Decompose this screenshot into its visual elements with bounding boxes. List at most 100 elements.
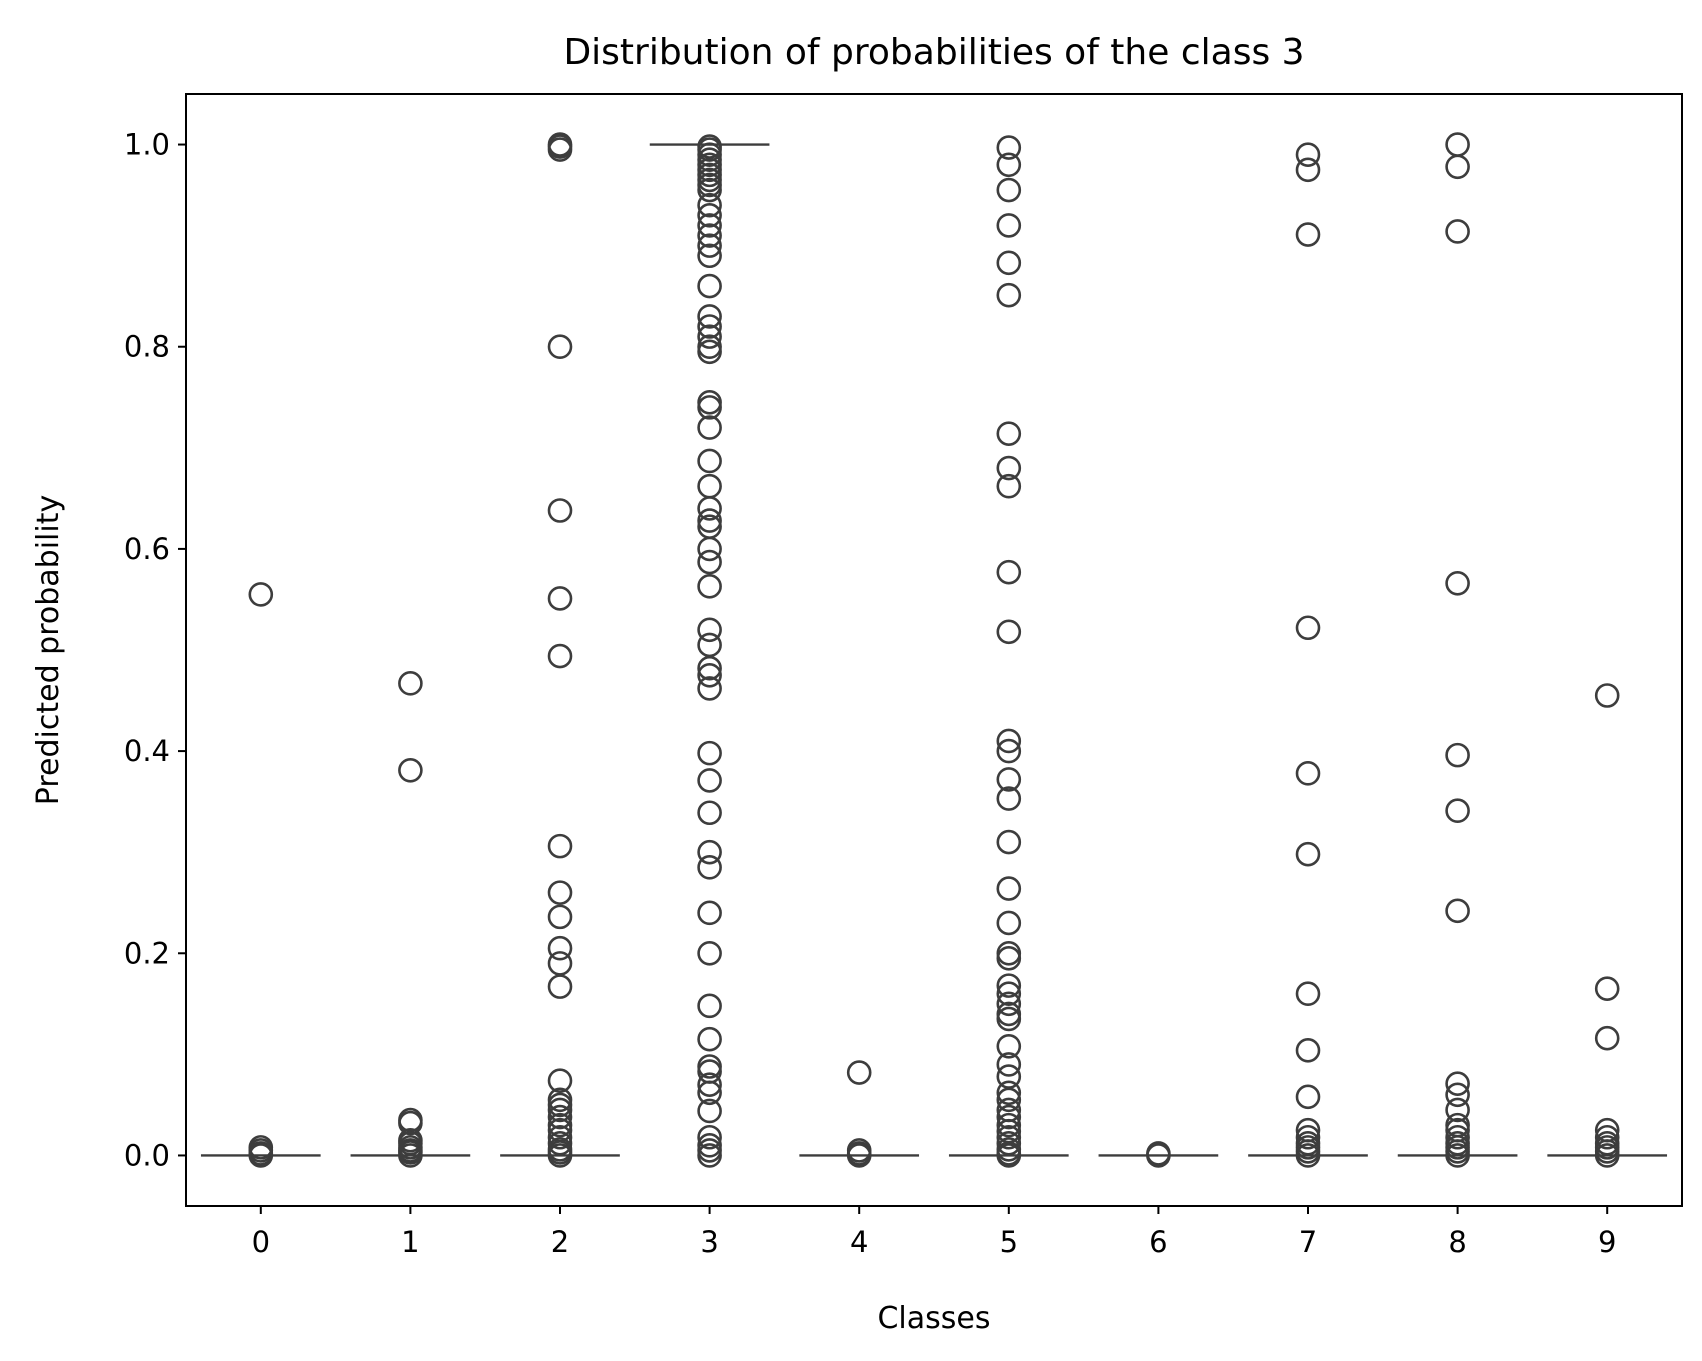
outlier-point <box>996 1080 1022 1106</box>
outlier-point <box>697 940 722 966</box>
outlier-point <box>1445 219 1470 244</box>
outlier-point <box>1295 615 1321 641</box>
outlier-point <box>697 617 722 643</box>
outlier-point <box>248 1143 274 1168</box>
x-axis-label: Classes <box>877 1301 990 1336</box>
outlier-point <box>996 876 1022 901</box>
outlier-point <box>697 496 722 521</box>
outlier-point <box>996 1124 1022 1150</box>
outlier-point <box>697 900 722 926</box>
outlier-point <box>697 740 722 766</box>
outlier-point <box>547 643 573 669</box>
outlier-point <box>1445 1097 1470 1123</box>
outlier-point <box>697 304 722 329</box>
outlier-point <box>547 1097 573 1123</box>
outlier-point <box>996 213 1022 238</box>
outlier-point <box>697 993 722 1019</box>
outlier-point <box>547 880 573 905</box>
outlier-point <box>697 243 722 269</box>
outlier-point <box>697 855 722 880</box>
outlier-point <box>1594 683 1620 708</box>
outlier-point <box>398 1110 423 1136</box>
outlier-point <box>996 1087 1022 1113</box>
outlier-point <box>1445 898 1470 924</box>
outlier-point <box>697 662 722 688</box>
outlier-point <box>697 800 722 826</box>
outlier-point <box>996 829 1022 855</box>
outlier-point <box>398 757 423 783</box>
outlier-point <box>996 1033 1022 1059</box>
outlier-point <box>547 833 573 859</box>
outlier-point <box>697 314 722 339</box>
outlier-point <box>547 974 573 999</box>
outlier-point <box>547 1104 573 1130</box>
outlier-point <box>697 655 722 681</box>
outlier-point <box>996 152 1022 178</box>
outlier-point <box>1295 1038 1321 1063</box>
outlier-point <box>996 1112 1022 1138</box>
outlier-point <box>996 946 1022 971</box>
outlier-point <box>1295 1084 1321 1110</box>
outlier-point <box>1594 1124 1620 1150</box>
outlier-point <box>996 559 1022 585</box>
outlier-point <box>996 421 1022 446</box>
outlier-point <box>1295 1143 1321 1168</box>
outlier-point <box>697 1072 722 1097</box>
outlier-point <box>697 223 722 248</box>
outlier-point <box>697 395 722 420</box>
outlier-point <box>547 586 573 611</box>
outlier-point <box>996 135 1022 160</box>
y-axis-label: Predicted probability <box>31 495 66 805</box>
y-tick-label: 0.8 <box>124 330 170 364</box>
outlier-point <box>996 473 1022 499</box>
outlier-point <box>697 768 722 793</box>
outlier-point <box>846 1060 872 1085</box>
outlier-point <box>547 1131 573 1156</box>
y-tick-label: 0.2 <box>124 936 170 970</box>
x-tick-label: 0 <box>252 1225 270 1259</box>
outlier-point <box>996 973 1022 998</box>
x-tick-label: 2 <box>551 1225 569 1259</box>
x-tick-label: 4 <box>850 1225 868 1259</box>
outlier-point <box>1445 742 1470 768</box>
y-tick-label: 0.4 <box>124 734 170 768</box>
outlier-point <box>1594 1143 1620 1168</box>
outlier-point <box>996 1052 1022 1077</box>
outlier-point <box>547 498 573 523</box>
x-tick-label: 1 <box>401 1225 419 1259</box>
outlier-point <box>697 1026 722 1052</box>
outlier-point <box>996 1104 1022 1130</box>
outlier-point <box>1295 841 1321 867</box>
outlier-point <box>547 1143 573 1168</box>
outlier-point <box>697 1080 722 1106</box>
outlier-point <box>1295 981 1321 1007</box>
outlier-point <box>697 415 722 440</box>
x-tick-label: 7 <box>1299 1225 1317 1259</box>
outlier-point <box>996 991 1022 1017</box>
outlier-point <box>1594 1025 1620 1051</box>
outlier-point <box>996 728 1022 754</box>
outlier-point <box>248 582 274 607</box>
outlier-point <box>1445 1082 1470 1108</box>
outlier-point <box>697 233 722 258</box>
outlier-point <box>697 203 722 228</box>
outlier-point <box>697 574 722 599</box>
outlier-point <box>996 1131 1022 1156</box>
outlier-point <box>996 738 1022 764</box>
chart-title: Distribution of probabilities of the cla… <box>563 32 1304 73</box>
outlier-point <box>1594 976 1620 1001</box>
outlier-point <box>697 549 722 575</box>
outlier-point <box>1445 798 1470 824</box>
outlier-point <box>1295 1124 1321 1150</box>
outlier-point <box>1445 1143 1470 1168</box>
outlier-point <box>697 839 722 865</box>
x-tick-label: 9 <box>1598 1225 1616 1259</box>
outlier-point <box>996 786 1022 811</box>
outlier-point <box>1445 1071 1470 1096</box>
outlier-point <box>1295 761 1321 786</box>
outlier-point <box>1445 154 1470 180</box>
outlier-point <box>697 1124 722 1150</box>
outlier-point <box>996 1143 1022 1168</box>
x-tick-label: 8 <box>1448 1225 1466 1259</box>
